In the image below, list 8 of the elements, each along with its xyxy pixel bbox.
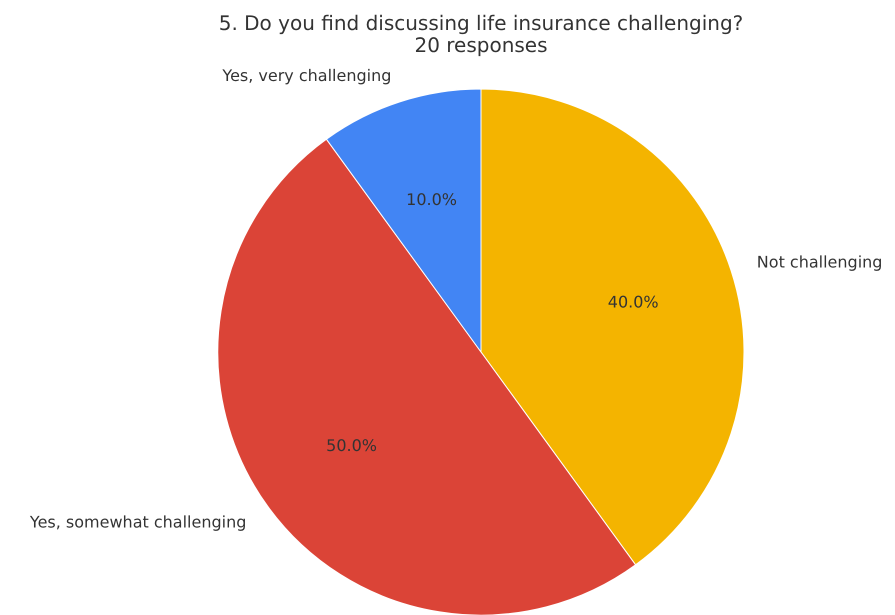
data-label: 10.0% xyxy=(406,190,457,209)
chart-subtitle: 20 responses xyxy=(414,33,548,57)
data-label: 40.0% xyxy=(608,292,659,312)
slice-label: Yes, somewhat challenging xyxy=(28,512,246,532)
slice-label: Yes, very challenging xyxy=(221,66,392,86)
data-label: 50.0% xyxy=(326,436,377,456)
chart-title: 5. Do you find discussing life insurance challenging? xyxy=(218,11,744,35)
slice-label: Not challenging xyxy=(756,252,882,272)
